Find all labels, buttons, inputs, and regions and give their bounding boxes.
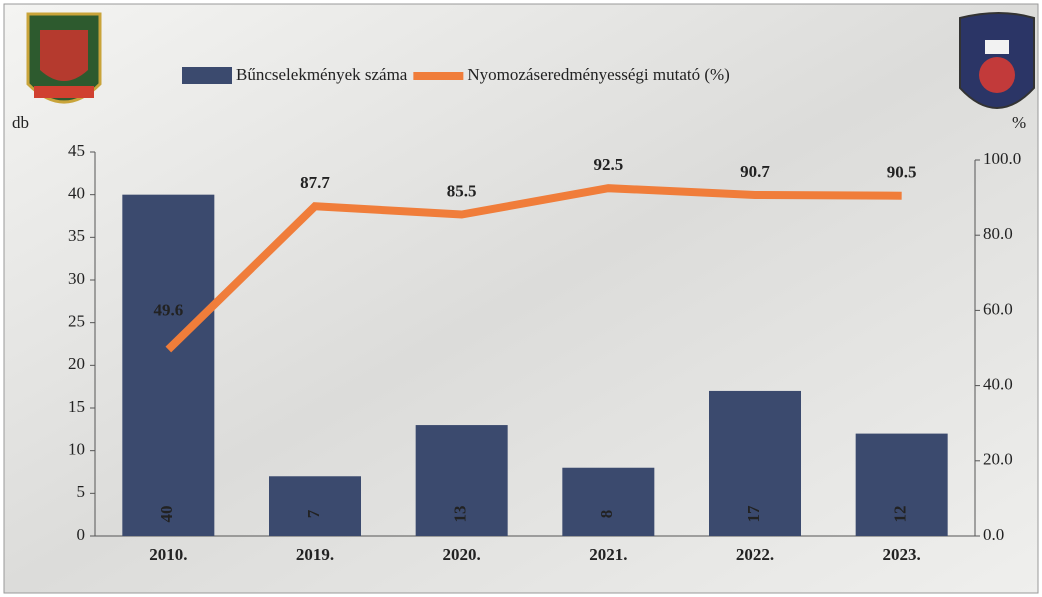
- bar: [269, 476, 361, 536]
- line-value-label: 49.6: [153, 300, 183, 319]
- y-axis-title: db: [12, 113, 29, 132]
- logo-left: [26, 12, 102, 104]
- bar-value-label: 12: [891, 506, 910, 523]
- line-value-label: 87.7: [300, 173, 330, 192]
- y-tick-label: 10: [68, 440, 85, 459]
- x-tick-label: 2020.: [443, 545, 481, 564]
- y2-tick-label: 80.0: [983, 224, 1013, 243]
- y-tick-label: 45: [68, 141, 85, 160]
- bar: [855, 433, 948, 536]
- x-tick-label: 2010.: [149, 545, 187, 564]
- line-value-label: 92.5: [593, 155, 623, 174]
- x-tick-label: 2023.: [883, 545, 921, 564]
- y-tick-label: 40: [68, 184, 85, 203]
- y-tick-label: 25: [68, 312, 85, 331]
- y-tick-label: 20: [68, 354, 85, 373]
- logo-right: [959, 12, 1035, 109]
- bar-value-label: 17: [744, 505, 763, 523]
- y2-tick-label: 100.0: [983, 149, 1021, 168]
- bar-value-label: 8: [597, 510, 616, 519]
- y2-tick-label: 20.0: [983, 450, 1013, 469]
- y-tick-label: 0: [77, 525, 86, 544]
- legend-label: Bűncselekmények száma: [236, 65, 408, 84]
- y2-tick-label: 40.0: [983, 375, 1013, 394]
- bar: [122, 194, 215, 536]
- legend-label: Nyomozáseredményességi mutató (%): [467, 65, 729, 84]
- y2-tick-label: 60.0: [983, 299, 1013, 318]
- x-tick-label: 2019.: [296, 545, 334, 564]
- line: [165, 184, 902, 353]
- y-tick-label: 5: [77, 482, 86, 501]
- y-tick-label: 30: [68, 269, 85, 288]
- bar-value-label: 40: [157, 506, 176, 523]
- bar-value-label: 13: [451, 506, 470, 523]
- y2-tick-label: 0.0: [983, 525, 1004, 544]
- bar-value-label: 7: [304, 509, 323, 518]
- bar: [709, 390, 801, 536]
- line-value-label: 90.7: [740, 162, 770, 181]
- y-tick-label: 35: [68, 226, 85, 245]
- y-tick-label: 15: [68, 397, 85, 416]
- legend-swatch: [182, 67, 232, 84]
- x-tick-label: 2022.: [736, 545, 774, 564]
- line-value-label: 85.5: [447, 181, 477, 200]
- line-value-label: 90.5: [887, 163, 917, 182]
- bar: [415, 425, 508, 536]
- bar: [562, 467, 655, 536]
- y2-axis-title: %: [1012, 113, 1026, 132]
- x-tick-label: 2021.: [589, 545, 627, 564]
